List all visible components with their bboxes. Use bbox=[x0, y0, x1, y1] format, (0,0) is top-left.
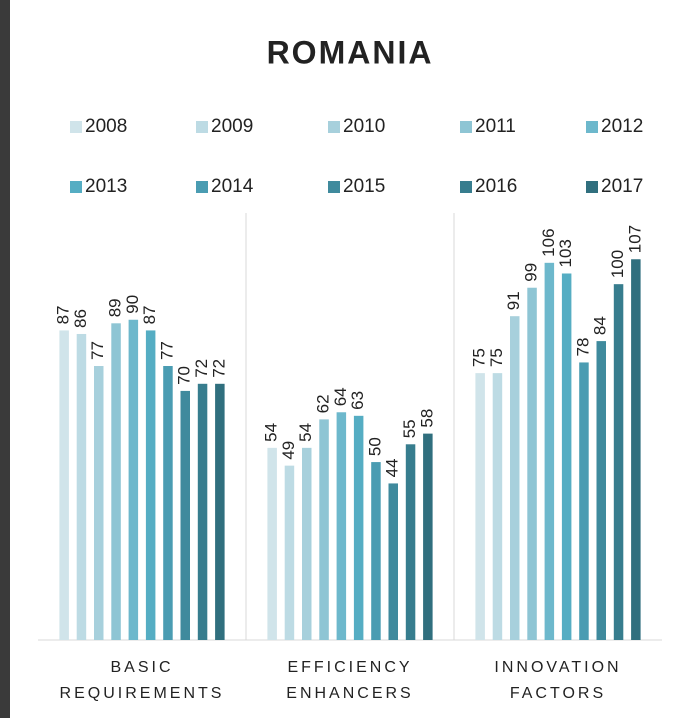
data-label: 54 bbox=[262, 423, 281, 442]
data-label: 72 bbox=[192, 359, 211, 378]
bar bbox=[302, 447, 312, 640]
bar bbox=[59, 330, 69, 640]
data-label: 99 bbox=[522, 263, 541, 282]
bar bbox=[596, 341, 606, 640]
legend-swatch bbox=[70, 181, 82, 193]
x-tick-label: REQUIREMENTS bbox=[60, 685, 225, 702]
bar bbox=[405, 444, 416, 640]
data-label: 100 bbox=[608, 250, 627, 278]
bar bbox=[76, 333, 87, 640]
data-label: 54 bbox=[296, 423, 315, 442]
data-label: 106 bbox=[539, 228, 558, 256]
bar bbox=[180, 390, 190, 640]
data-label: 75 bbox=[470, 348, 489, 367]
bar bbox=[215, 383, 225, 640]
legend-swatch bbox=[460, 121, 472, 133]
legend-swatch bbox=[328, 121, 340, 133]
chart-title: ROMANIA bbox=[267, 34, 434, 70]
data-label: 78 bbox=[573, 338, 592, 357]
side-strip bbox=[0, 0, 10, 718]
legend-swatch bbox=[70, 121, 82, 133]
data-label: 89 bbox=[106, 298, 125, 317]
bar bbox=[579, 362, 589, 640]
data-label: 87 bbox=[140, 306, 159, 325]
bar bbox=[163, 366, 173, 640]
legend-label: 2016 bbox=[475, 176, 517, 197]
legend-swatch bbox=[586, 181, 598, 193]
bar bbox=[197, 383, 208, 640]
legend-swatch bbox=[460, 181, 472, 193]
data-label: 44 bbox=[383, 459, 402, 478]
legend-label: 2017 bbox=[601, 176, 643, 197]
x-tick-label: ENHANCERS bbox=[286, 685, 413, 702]
data-label: 70 bbox=[175, 366, 194, 385]
legend-swatch bbox=[196, 181, 208, 193]
data-label: 62 bbox=[314, 394, 333, 413]
bar bbox=[336, 412, 347, 640]
legend-swatch bbox=[196, 121, 208, 133]
bar bbox=[423, 433, 433, 640]
bar bbox=[527, 287, 537, 640]
legend-label: 2009 bbox=[211, 116, 253, 137]
bar bbox=[631, 259, 641, 640]
data-label: 72 bbox=[209, 359, 228, 378]
legend-label: 2012 bbox=[601, 116, 643, 137]
data-label: 55 bbox=[400, 419, 419, 438]
data-label: 103 bbox=[556, 239, 575, 267]
data-label: 75 bbox=[487, 348, 506, 367]
bar bbox=[371, 462, 381, 640]
data-label: 63 bbox=[348, 391, 367, 410]
data-label: 50 bbox=[365, 437, 384, 456]
x-tick-label: INNOVATION bbox=[494, 659, 621, 676]
legend-label: 2014 bbox=[211, 176, 254, 197]
bar bbox=[267, 447, 277, 640]
bar bbox=[128, 319, 139, 640]
data-label: 86 bbox=[71, 309, 90, 328]
bar bbox=[111, 323, 121, 640]
data-label: 87 bbox=[54, 306, 73, 325]
data-label: 91 bbox=[504, 291, 523, 310]
legend-label: 2008 bbox=[85, 116, 127, 137]
data-label: 84 bbox=[591, 316, 610, 335]
data-label: 49 bbox=[279, 441, 298, 460]
data-label: 77 bbox=[157, 341, 176, 360]
bar bbox=[475, 373, 485, 640]
x-tick-label: EFFICIENCY bbox=[287, 659, 412, 676]
bar bbox=[561, 273, 572, 640]
legend-swatch bbox=[586, 121, 598, 133]
bar bbox=[319, 419, 329, 640]
data-label: 90 bbox=[123, 295, 142, 314]
legend-label: 2015 bbox=[343, 176, 385, 197]
bar bbox=[145, 330, 156, 640]
legend-label: 2011 bbox=[475, 116, 516, 137]
bar bbox=[94, 366, 104, 640]
legend-label: 2010 bbox=[343, 116, 385, 137]
bar bbox=[492, 373, 503, 640]
bar bbox=[284, 465, 295, 640]
legend-swatch bbox=[328, 181, 340, 193]
bar bbox=[353, 415, 364, 640]
data-label: 107 bbox=[625, 225, 644, 253]
bar bbox=[388, 483, 398, 640]
data-label: 64 bbox=[331, 387, 350, 406]
bar bbox=[544, 262, 555, 640]
x-tick-label: FACTORS bbox=[510, 685, 606, 702]
legend-label: 2013 bbox=[85, 176, 127, 197]
x-tick-label: BASIC bbox=[110, 659, 173, 676]
bar bbox=[613, 284, 624, 640]
bar bbox=[510, 316, 520, 640]
data-label: 77 bbox=[88, 341, 107, 360]
data-label: 58 bbox=[417, 409, 436, 428]
